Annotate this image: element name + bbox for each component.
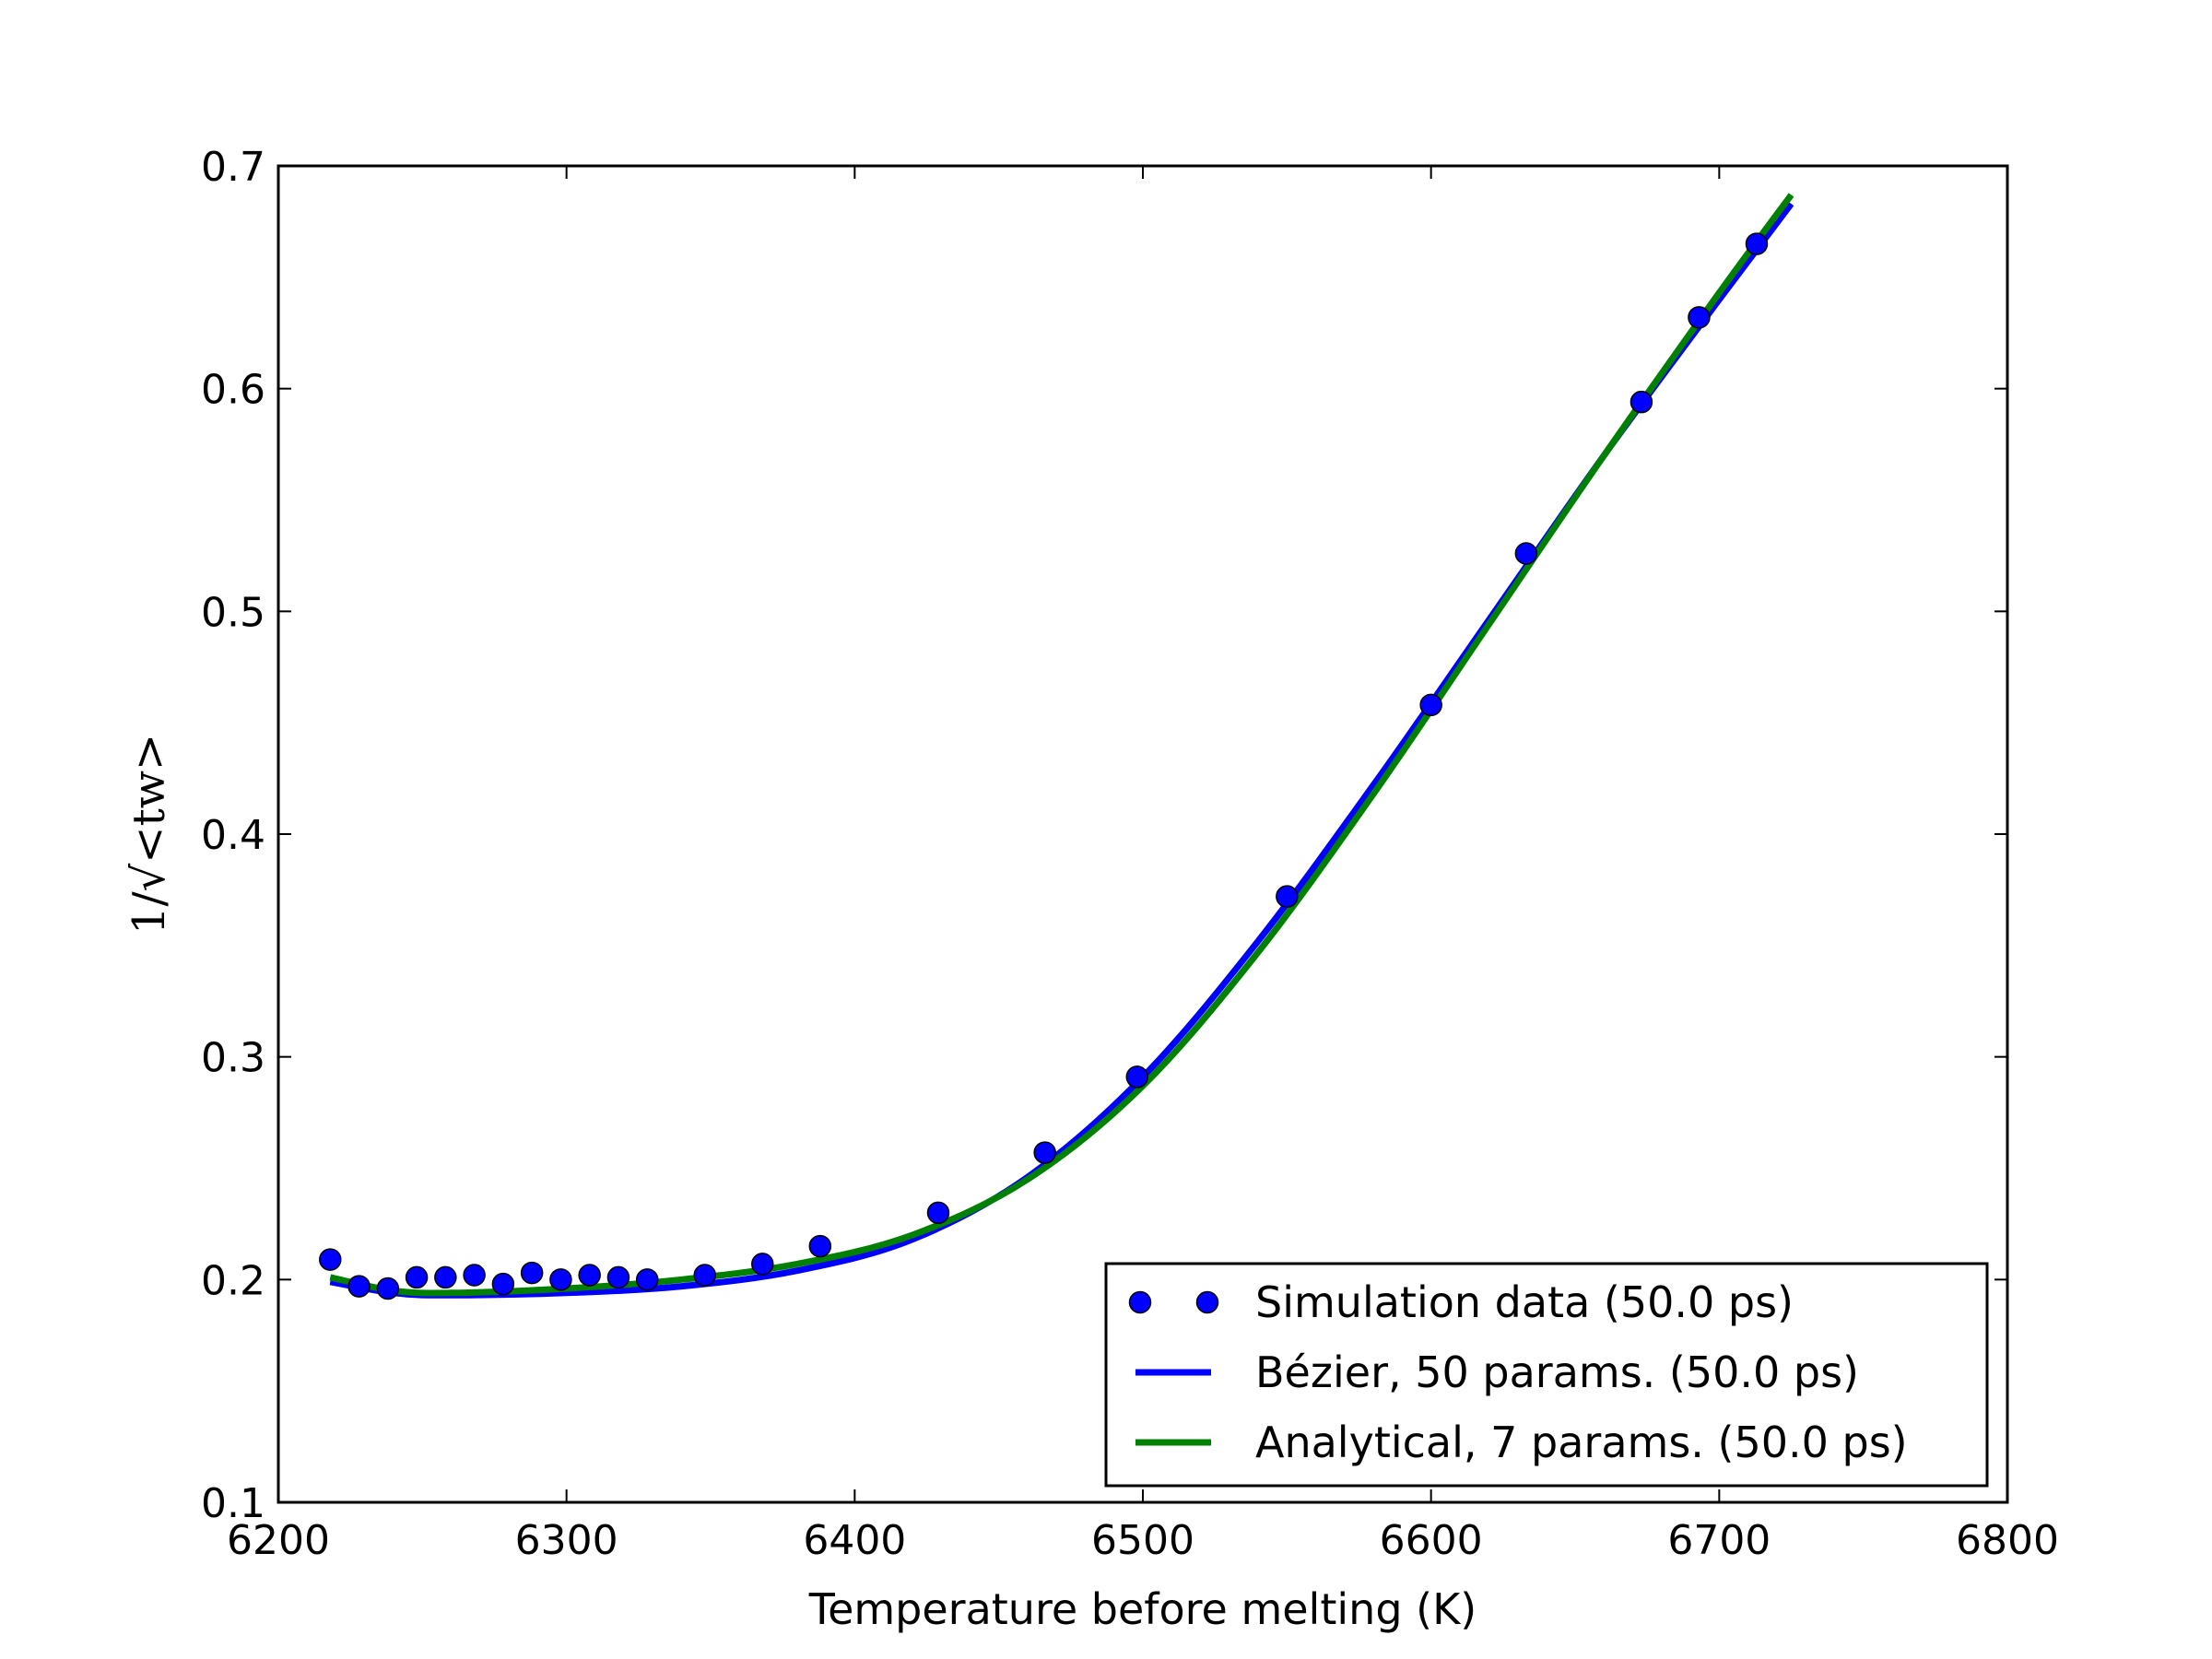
- data-point: [405, 1265, 429, 1289]
- y-axis-label-text: 1/√<tw>: [124, 734, 175, 935]
- x-axis-label: Temperature before melting (K): [808, 1584, 1477, 1634]
- data-point: [751, 1253, 774, 1276]
- legend-label: Bézier, 50 params. (50.0 ps): [1255, 1347, 1859, 1397]
- data-point: [463, 1264, 486, 1287]
- x-tick-label: 6200: [227, 1517, 330, 1564]
- legend-marker: [1128, 1290, 1152, 1314]
- data-point: [347, 1275, 371, 1298]
- y-tick-label: 0.2: [201, 1257, 265, 1304]
- data-point: [578, 1264, 601, 1287]
- data-point: [549, 1268, 572, 1291]
- data-point: [1514, 542, 1538, 565]
- x-tick-label: 6300: [515, 1517, 618, 1564]
- legend-entry: Analytical, 7 params. (50.0 ps): [1135, 1418, 1908, 1467]
- data-point: [1033, 1141, 1056, 1164]
- data-point: [1688, 306, 1711, 329]
- data-point: [1125, 1065, 1148, 1088]
- y-axis-label: 1/√<tw>: [124, 734, 175, 935]
- x-tick-label: 6500: [1091, 1517, 1194, 1564]
- data-point: [635, 1268, 659, 1291]
- data-point: [926, 1201, 950, 1225]
- y-tick-label: 0.1: [201, 1480, 265, 1527]
- data-point: [376, 1277, 400, 1300]
- data-point: [606, 1265, 630, 1289]
- data-point: [491, 1272, 515, 1296]
- data-point: [1630, 390, 1653, 414]
- legend-marker: [1195, 1290, 1219, 1314]
- axis-ticks: 6200 6300 6400 6500 6600 6700 6800 0.1 0.2 0.3 0.4…: [201, 144, 2059, 1564]
- legend-label: Simulation data (50.0 ps): [1255, 1277, 1794, 1327]
- data-point: [693, 1264, 716, 1287]
- legend-box: [1104, 1262, 1989, 1488]
- legend-label: Analytical, 7 params. (50.0 ps): [1255, 1418, 1908, 1467]
- y-tick-label: 0.4: [201, 812, 265, 859]
- x-tick-label: 6600: [1380, 1517, 1483, 1564]
- axes-frame: [276, 164, 2009, 1504]
- data-point: [808, 1234, 832, 1258]
- x-tick-label: 6400: [803, 1517, 906, 1564]
- data-point: [1419, 693, 1442, 717]
- y-tick-label: 0.6: [201, 367, 265, 414]
- x-tick-label: 6700: [1667, 1517, 1771, 1564]
- plot-area: [319, 193, 1794, 1300]
- data-point: [319, 1248, 342, 1271]
- data-point: [1276, 885, 1299, 908]
- y-tick-label: 0.7: [201, 144, 265, 191]
- data-point: [434, 1265, 457, 1289]
- legend-entry: Simulation data (50.0 ps): [1128, 1277, 1794, 1327]
- legend: Simulation data (50.0 ps) Bézier, 50 para…: [1104, 1262, 1989, 1488]
- x-tick-label: 6800: [1956, 1517, 2059, 1564]
- data-point: [520, 1261, 544, 1285]
- data-point: [1745, 232, 1769, 255]
- legend-entry: Bézier, 50 params. (50.0 ps): [1135, 1347, 1859, 1397]
- y-tick-label: 0.5: [201, 589, 265, 636]
- y-tick-label: 0.3: [201, 1035, 265, 1082]
